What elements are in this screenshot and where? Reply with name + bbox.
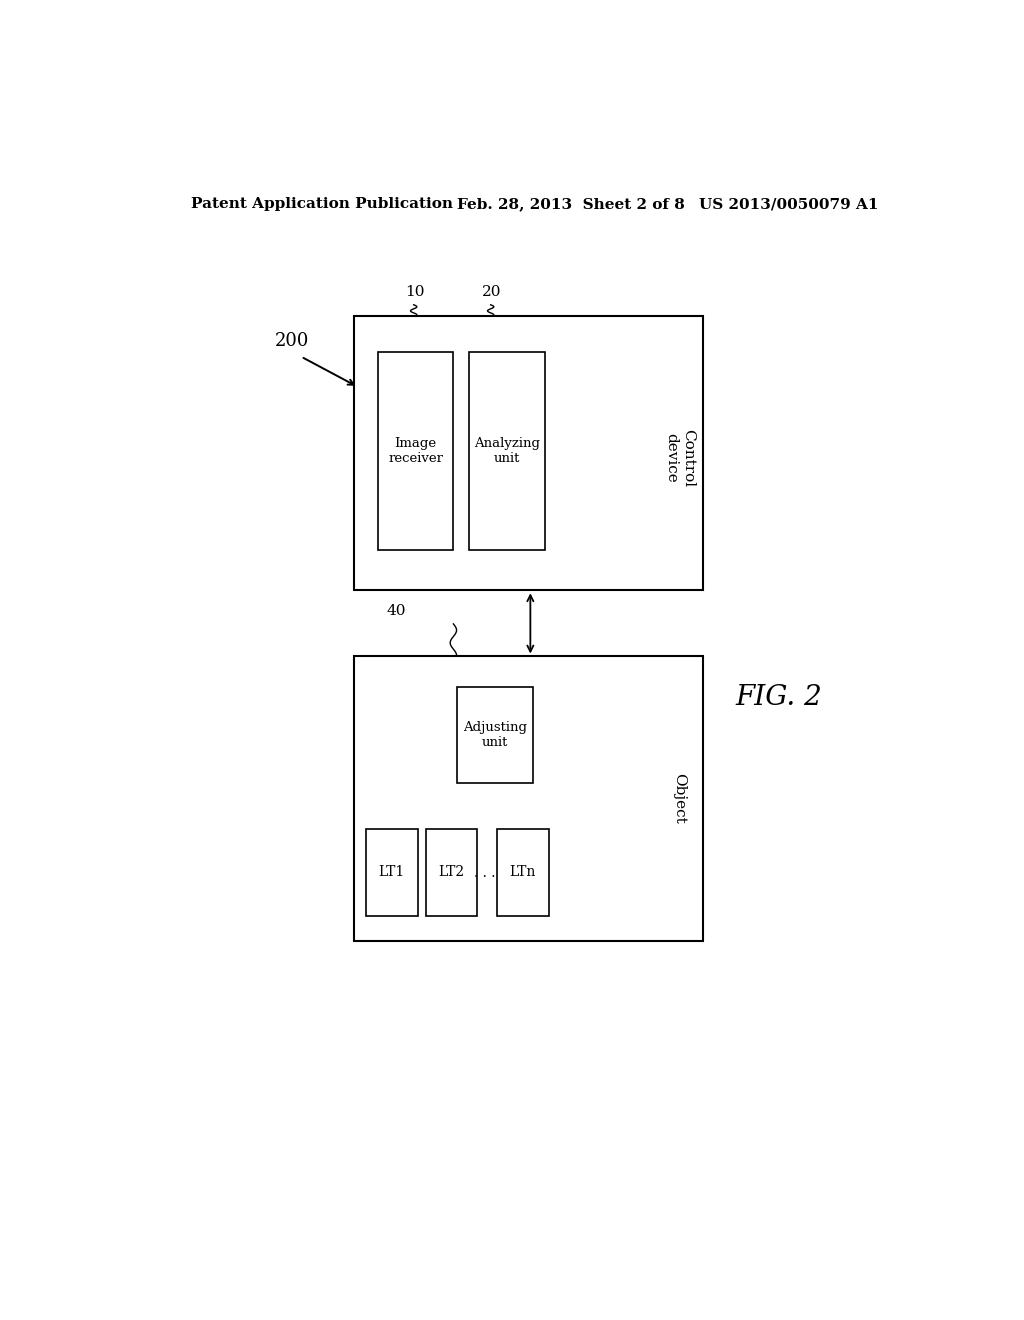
- Text: Patent Application Publication: Patent Application Publication: [191, 197, 454, 211]
- Text: LTn: LTn: [510, 866, 536, 879]
- Bar: [458, 686, 532, 784]
- Text: US 2013/0050079 A1: US 2013/0050079 A1: [699, 197, 879, 211]
- Text: Image
receiver: Image receiver: [388, 437, 443, 465]
- Bar: [497, 829, 549, 916]
- Text: 200: 200: [274, 333, 309, 350]
- Bar: [367, 829, 418, 916]
- Text: LT1: LT1: [379, 866, 406, 879]
- Text: Analyzing
unit: Analyzing unit: [474, 437, 540, 465]
- Text: Feb. 28, 2013  Sheet 2 of 8: Feb. 28, 2013 Sheet 2 of 8: [458, 197, 685, 211]
- Bar: [378, 351, 454, 549]
- Bar: [426, 829, 477, 916]
- Bar: [354, 656, 703, 941]
- Text: 20: 20: [481, 285, 501, 298]
- Text: Object: Object: [673, 774, 686, 824]
- Text: 10: 10: [406, 285, 425, 298]
- Bar: [469, 351, 545, 549]
- Text: LT2: LT2: [438, 866, 465, 879]
- Bar: [354, 315, 703, 590]
- Text: FIG. 2: FIG. 2: [735, 684, 822, 710]
- Text: 40: 40: [386, 603, 406, 618]
- Text: . . .: . . .: [474, 866, 496, 880]
- Text: Control
device: Control device: [665, 429, 694, 487]
- Text: Adjusting
unit: Adjusting unit: [463, 721, 527, 750]
